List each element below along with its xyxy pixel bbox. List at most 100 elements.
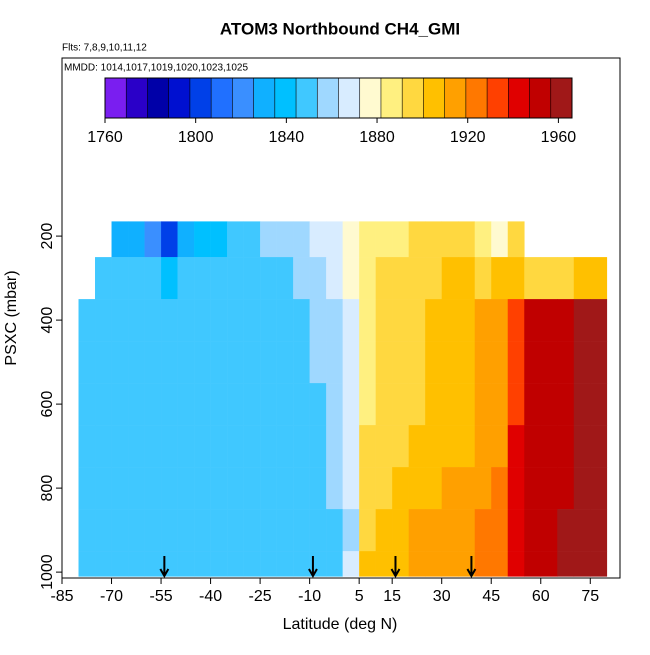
heat-cell: [144, 425, 162, 468]
heat-cell: [590, 425, 608, 468]
heat-cell: [557, 425, 575, 468]
heat-cell: [507, 341, 525, 384]
arrow: [390, 556, 401, 579]
heat-cell: [359, 299, 376, 342]
heat-cell: [408, 341, 426, 384]
heat-cell: [540, 299, 558, 342]
x-tick-label: -40: [199, 588, 222, 605]
heat-cell: [227, 221, 244, 258]
heat-cell: [441, 425, 459, 468]
heat-cell: [425, 299, 443, 342]
colorbar-swatch: [189, 78, 212, 118]
heat-cell: [194, 341, 211, 384]
heat-cell: [78, 467, 96, 510]
heat-cell: [210, 299, 228, 342]
heat-cell: [227, 509, 244, 552]
colorbar-swatch: [274, 78, 297, 118]
heat-cell: [309, 509, 327, 552]
heat-cell: [260, 383, 277, 426]
heat-cell: [95, 383, 112, 426]
heat-cell: [276, 467, 294, 510]
heat-cell: [260, 341, 277, 384]
colorbar-swatch: [487, 78, 509, 118]
heat-cell: [408, 257, 426, 300]
heat-cell: [342, 509, 360, 552]
heat-cell: [161, 383, 178, 426]
heat-cell: [227, 467, 244, 510]
heat-cell: [573, 509, 591, 552]
heat-cell: [293, 257, 310, 300]
heat-cell: [540, 383, 558, 426]
colorbar-swatch: [338, 78, 361, 118]
heat-cell: [491, 509, 509, 552]
colorbar-swatch: [380, 78, 403, 118]
heat-cell: [309, 383, 327, 426]
heat-cell: [590, 383, 608, 426]
heat-cell: [144, 221, 162, 258]
colorbar-swatch: [168, 78, 191, 118]
heat-cell: [293, 299, 310, 342]
heat-cell: [194, 383, 211, 426]
heat-cell: [524, 341, 542, 384]
heat-cell: [342, 299, 360, 342]
x-tick-label: -70: [100, 588, 123, 605]
heat-cell: [392, 509, 409, 552]
heat-cell: [95, 299, 112, 342]
heat-cell: [441, 221, 459, 258]
heat-cell: [540, 341, 558, 384]
heat-cell: [441, 341, 459, 384]
heat-cell: [144, 257, 162, 300]
y-axis-label: PSXC (mbar): [3, 270, 20, 365]
x-tick-label: 15: [383, 588, 401, 605]
heat-cell: [227, 299, 244, 342]
heat-cell: [491, 341, 509, 384]
heat-cell: [260, 257, 277, 300]
heat-cell: [276, 383, 294, 426]
heat-cell: [210, 257, 228, 300]
heat-cell: [111, 221, 129, 258]
heat-cell: [441, 551, 459, 577]
heat-cell: [260, 509, 277, 552]
heat-cell: [111, 257, 129, 300]
y-tick-label: 400: [39, 307, 56, 334]
heat-cell: [95, 257, 112, 300]
heat-cell: [491, 467, 509, 510]
heat-cell: [474, 425, 492, 468]
heat-cell: [557, 467, 575, 510]
heat-cell: [78, 341, 96, 384]
heat-cell: [491, 383, 509, 426]
heat-cell: [408, 299, 426, 342]
heat-cell: [293, 341, 310, 384]
heat-cell: [144, 509, 162, 552]
heat-cell: [128, 551, 145, 577]
heat-cell: [276, 299, 294, 342]
heat-cell: [524, 467, 542, 510]
heat-cell: [375, 509, 393, 552]
colorbar-swatch: [359, 78, 382, 118]
colorbar-swatch: [126, 78, 148, 118]
heat-cell: [293, 509, 310, 552]
y-tick-label: 200: [39, 223, 56, 250]
heat-cell: [425, 551, 443, 577]
colorbar-frame: [104, 77, 573, 119]
heat-cell: [177, 425, 195, 468]
heat-cell: [144, 467, 162, 510]
heat-cell: [326, 425, 343, 468]
heat-cell: [524, 551, 542, 577]
heat-cell: [573, 341, 591, 384]
heat-cell: [425, 221, 443, 258]
heat-cell: [507, 425, 525, 468]
heat-cell: [474, 383, 492, 426]
heat-cell: [474, 509, 492, 552]
heat-cell: [276, 257, 294, 300]
heat-cell: [243, 341, 261, 384]
heat-cell: [177, 383, 195, 426]
colorbar-swatch: [508, 78, 530, 118]
colorbar-swatch: [296, 78, 318, 118]
heat-cell: [128, 257, 145, 300]
heat-cell: [507, 467, 525, 510]
colorbar-swatch: [465, 78, 488, 118]
heat-cell: [293, 383, 310, 426]
x-tick-label: -25: [249, 588, 272, 605]
heat-cell: [458, 383, 476, 426]
